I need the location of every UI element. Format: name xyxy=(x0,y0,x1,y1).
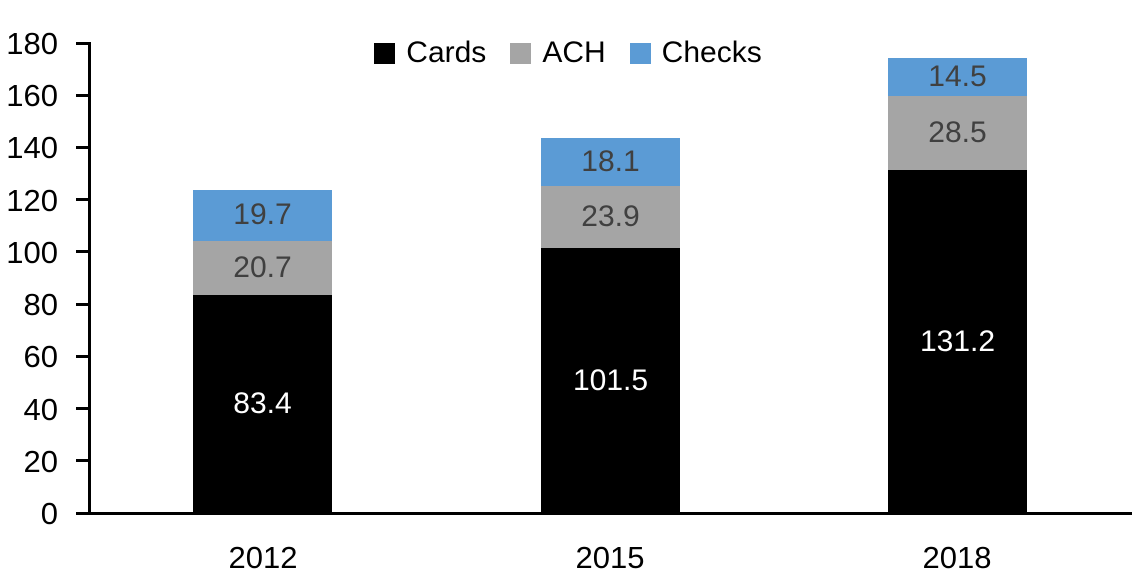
y-axis-tick xyxy=(76,355,89,358)
y-axis-tick xyxy=(76,459,89,462)
legend-swatch-icon xyxy=(374,42,396,64)
bar-segment-checks: 14.5 xyxy=(888,58,1027,96)
y-axis-tick xyxy=(76,94,89,97)
data-label: 23.9 xyxy=(581,199,640,233)
y-axis-tick xyxy=(76,146,89,149)
data-label: 20.7 xyxy=(233,251,292,285)
bar-segment-ach: 20.7 xyxy=(193,241,332,296)
legend-label: Cards xyxy=(406,36,487,69)
y-axis-tick-label: 40 xyxy=(23,392,58,427)
legend-item-checks: Checks xyxy=(629,36,762,69)
y-axis-tick xyxy=(76,250,89,253)
y-axis-tick-label: 120 xyxy=(6,183,58,218)
x-axis-category-label: 2018 xyxy=(922,540,992,575)
y-axis-tick xyxy=(76,407,89,410)
bar-segment-ach: 23.9 xyxy=(541,185,680,248)
chart-legend: Cards ACH Checks xyxy=(0,36,1136,70)
data-label: 83.4 xyxy=(233,387,292,421)
data-label: 131.2 xyxy=(919,324,996,358)
legend-item-ach: ACH xyxy=(510,36,606,69)
y-axis-tick-label: 80 xyxy=(23,287,58,322)
bar-segment-ach: 28.5 xyxy=(888,96,1027,171)
bar-segment-cards: 83.4 xyxy=(193,295,332,513)
y-axis-tick-label: 140 xyxy=(6,130,58,165)
y-axis-tick-label: 180 xyxy=(6,26,58,61)
data-label: 18.1 xyxy=(581,144,640,178)
y-axis-tick-label: 0 xyxy=(40,496,58,531)
x-axis-line xyxy=(88,512,1132,515)
y-axis-tick-label: 60 xyxy=(23,339,58,374)
legend-label: Checks xyxy=(661,36,762,69)
y-axis-line xyxy=(88,42,91,514)
x-axis-category-label: 2012 xyxy=(228,540,298,575)
legend-swatch-icon xyxy=(510,42,532,64)
y-axis-tick-label: 20 xyxy=(23,444,58,479)
data-label: 14.5 xyxy=(928,60,987,94)
legend-label: ACH xyxy=(542,36,606,69)
bar-segment-cards: 101.5 xyxy=(541,248,680,513)
x-axis-category-label: 2015 xyxy=(575,540,645,575)
bar-segment-checks: 19.7 xyxy=(193,189,332,242)
data-label: 19.7 xyxy=(233,198,292,232)
y-axis-tick xyxy=(76,42,89,45)
data-label: 101.5 xyxy=(572,363,649,397)
y-axis-tick-label: 160 xyxy=(6,78,58,113)
legend-swatch-icon xyxy=(629,42,651,64)
y-axis-tick xyxy=(76,303,89,306)
bar-segment-cards: 131.2 xyxy=(888,170,1027,513)
bar-segment-checks: 18.1 xyxy=(541,138,680,186)
legend-item-cards: Cards xyxy=(374,38,486,68)
y-axis-tick xyxy=(76,512,89,515)
data-label: 28.5 xyxy=(928,116,987,150)
y-axis-tick xyxy=(76,198,89,201)
y-axis-tick-label: 100 xyxy=(6,235,58,270)
